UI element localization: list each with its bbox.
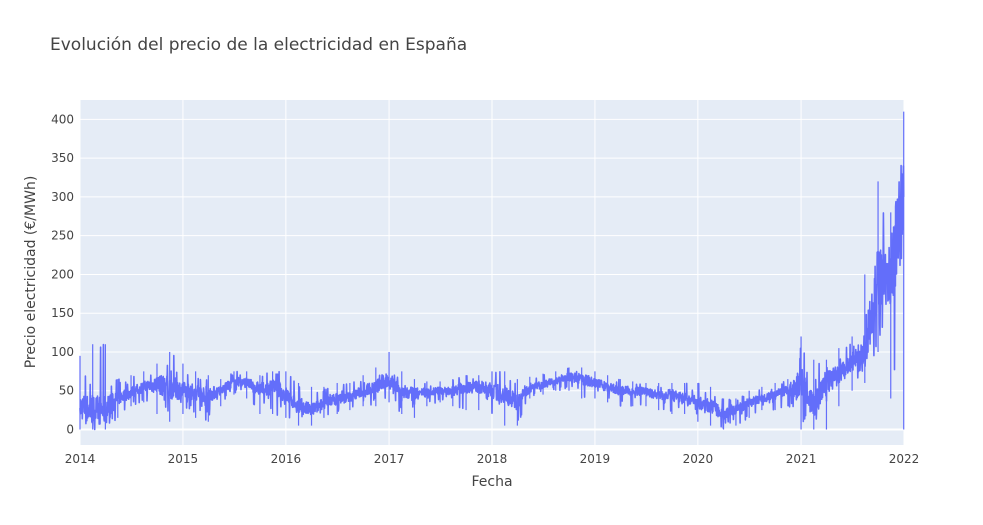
x-tick-label: 2019 <box>580 452 611 466</box>
x-tick-label: 2018 <box>477 452 508 466</box>
y-tick-label: 250 <box>51 229 74 243</box>
y-tick-label: 300 <box>51 190 74 204</box>
x-tick-label: 2022 <box>889 452 920 466</box>
x-tick-label: 2016 <box>271 452 302 466</box>
y-tick-label: 50 <box>59 384 74 398</box>
x-tick-label: 2015 <box>168 452 199 466</box>
y-tick-label: 350 <box>51 151 74 165</box>
chart-title: Evolución del precio de la electricidad … <box>50 35 467 55</box>
y-tick-label: 150 <box>51 306 74 320</box>
y-tick-label: 200 <box>51 267 74 281</box>
y-axis-title: Precio electricidad (€/MWh) <box>23 176 39 369</box>
x-tick-label: 2017 <box>374 452 405 466</box>
x-tick-label: 2020 <box>683 452 714 466</box>
x-axis-title: Fecha <box>471 474 512 490</box>
x-tick-label: 2014 <box>65 452 96 466</box>
y-tick-label: 100 <box>51 345 74 359</box>
x-tick-label: 2021 <box>786 452 817 466</box>
x-tick-labels: 2014 2015 2016 2017 2018 2019 2020 2021 2022 <box>65 452 920 466</box>
y-tick-label: 400 <box>51 112 74 126</box>
series-band <box>79 111 905 431</box>
y-tick-label: 0 <box>66 422 74 436</box>
y-tick-labels: 0 50 100 150 200 250 300 350 400 <box>51 112 74 436</box>
